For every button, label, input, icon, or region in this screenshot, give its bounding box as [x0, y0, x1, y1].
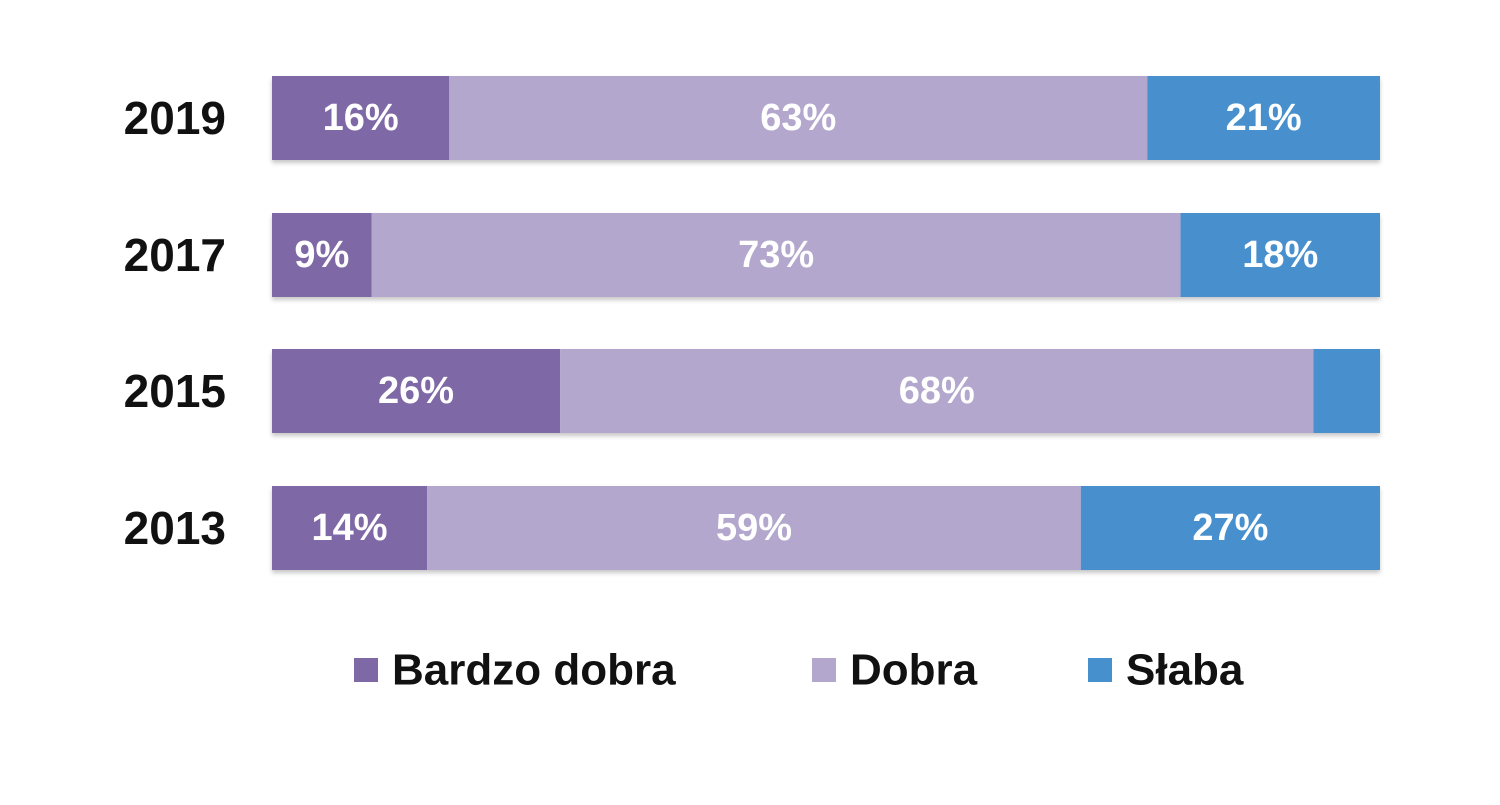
legend-item-2: Dobra	[812, 646, 978, 695]
legend-swatch-2	[812, 658, 836, 682]
legend-item-3: Słaba	[1088, 646, 1244, 695]
data-label-2019-2: 63%	[760, 97, 836, 139]
chart: 2019 16% 63% 21% 2017 9% 73% 18% 2015 26% 68% 2013 1…	[0, 0, 1500, 800]
legend-swatch-3	[1088, 658, 1112, 682]
legend-swatch-1	[354, 658, 378, 682]
bar-segment-2015-3	[1314, 349, 1380, 433]
data-label-2013-3: 27%	[1192, 507, 1268, 549]
category-label-2017: 2017	[124, 229, 226, 281]
data-label-2017-2: 73%	[738, 234, 814, 276]
category-label-2013: 2013	[124, 502, 226, 554]
data-label-2013-1: 14%	[312, 507, 388, 549]
category-label-2015: 2015	[124, 365, 226, 417]
legend-label-1: Bardzo dobra	[392, 646, 676, 695]
data-label-2017-3: 18%	[1242, 234, 1318, 276]
data-label-2019-1: 16%	[323, 97, 399, 139]
plot-area: 2019 16% 63% 21% 2017 9% 73% 18% 2015 26% 68% 2013 1…	[124, 76, 1380, 570]
bar-row-2017	[272, 213, 1380, 297]
data-label-2015-1: 26%	[378, 370, 454, 412]
data-label-2015-2: 68%	[899, 370, 975, 412]
legend-item-1: Bardzo dobra	[354, 646, 676, 695]
legend: Bardzo dobra Dobra Słaba	[354, 646, 1244, 695]
legend-label-2: Dobra	[850, 646, 978, 695]
stacked-bar-chart: 2019 16% 63% 21% 2017 9% 73% 18% 2015 26% 68% 2013 1…	[0, 0, 1500, 800]
category-label-2019: 2019	[124, 92, 226, 144]
data-label-2019-3: 21%	[1226, 97, 1302, 139]
data-label-2017-1: 9%	[294, 234, 349, 276]
data-label-2013-2: 59%	[716, 507, 792, 549]
legend-label-3: Słaba	[1126, 646, 1244, 695]
